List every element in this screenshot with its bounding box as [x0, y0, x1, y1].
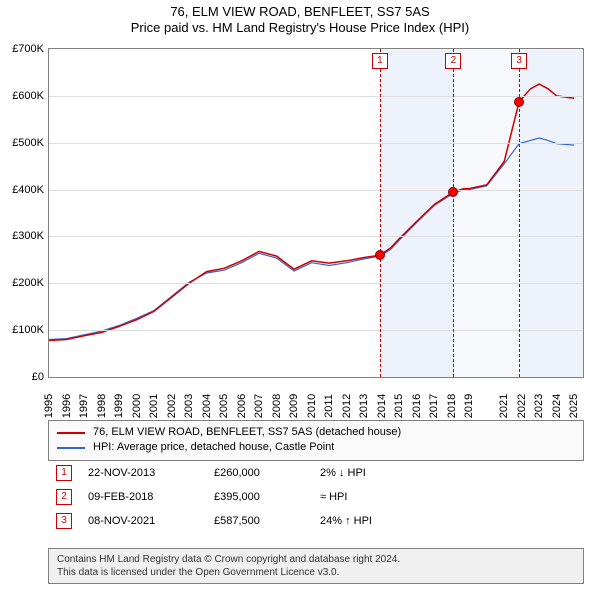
sale-rows: 1 22-NOV-2013 £260,000 2% ↓ HPI 2 09-FEB-2018… [48, 461, 584, 533]
legend-series-box: 76, ELM VIEW ROAD, BENFLEET, SS7 5AS (de… [48, 420, 584, 461]
xtick-label: 2018 [446, 394, 458, 418]
xtick-label: 1999 [113, 394, 125, 418]
sale-marker-line [453, 49, 454, 377]
sale-row-number: 3 [56, 513, 72, 529]
xtick-label: 1996 [61, 394, 73, 418]
xtick-label: 2009 [288, 394, 300, 418]
sale-marker-line [380, 49, 381, 377]
gridline [49, 190, 583, 191]
titles: 76, ELM VIEW ROAD, BENFLEET, SS7 5AS Pri… [0, 0, 600, 37]
sale-marker-number: 1 [372, 53, 388, 69]
xtick-label: 2006 [236, 394, 248, 418]
ytick-label: £500K [0, 137, 44, 149]
sale-row: 2 09-FEB-2018 £395,000 ≈ HPI [48, 485, 584, 509]
sale-vs-hpi: 2% ↓ HPI [320, 467, 420, 479]
sale-date: 22-NOV-2013 [88, 467, 198, 479]
footer-line1: Contains HM Land Registry data © Crown c… [57, 553, 575, 566]
gridline [49, 283, 583, 284]
xtick-label: 2005 [218, 394, 230, 418]
gridline [49, 96, 583, 97]
sale-vs-hpi: ≈ HPI [320, 491, 420, 503]
ytick-label: £600K [0, 90, 44, 102]
xtick-label: 1995 [43, 394, 55, 418]
xtick-label: 2025 [568, 394, 580, 418]
xtick-label: 2024 [551, 394, 563, 418]
ytick-label: £300K [0, 230, 44, 242]
xtick-label: 2001 [148, 394, 160, 418]
sale-date: 08-NOV-2021 [88, 515, 198, 527]
xtick-label: 1998 [96, 394, 108, 418]
sale-marker-dot [448, 187, 458, 197]
xtick-label: 2004 [201, 394, 213, 418]
footer-attribution: Contains HM Land Registry data © Crown c… [48, 548, 584, 584]
legend-label-property: 76, ELM VIEW ROAD, BENFLEET, SS7 5AS (de… [93, 425, 401, 440]
xtick-label: 2002 [166, 394, 178, 418]
sale-row-number: 2 [56, 489, 72, 505]
ytick-label: £700K [0, 43, 44, 55]
sale-row: 1 22-NOV-2013 £260,000 2% ↓ HPI [48, 461, 584, 485]
xtick-label: 2019 [463, 394, 475, 418]
xtick-label: 2015 [393, 394, 405, 418]
sale-row-number: 1 [56, 465, 72, 481]
title-sub: Price paid vs. HM Land Registry's House … [0, 20, 600, 36]
series-line [49, 138, 574, 340]
xtick-label: 2007 [253, 394, 265, 418]
sale-marker-number: 2 [445, 53, 461, 69]
title-main: 76, ELM VIEW ROAD, BENFLEET, SS7 5AS [0, 4, 600, 20]
ytick-label: £100K [0, 324, 44, 336]
xtick-label: 2008 [271, 394, 283, 418]
gridline [49, 236, 583, 237]
legend-row-property: 76, ELM VIEW ROAD, BENFLEET, SS7 5AS (de… [57, 425, 575, 440]
xtick-label: 2016 [411, 394, 423, 418]
legend-swatch-hpi [57, 447, 85, 449]
ytick-label: £400K [0, 184, 44, 196]
xtick-label: 2014 [376, 394, 388, 418]
xtick-label: 2000 [131, 394, 143, 418]
xtick-label: 2013 [358, 394, 370, 418]
sale-price: £587,500 [214, 515, 304, 527]
xtick-label: 2023 [533, 394, 545, 418]
ytick-label: £200K [0, 277, 44, 289]
xtick-label: 2022 [516, 394, 528, 418]
gridline [49, 330, 583, 331]
sale-vs-hpi: 24% ↑ HPI [320, 515, 420, 527]
legend-swatch-property [57, 432, 85, 434]
xtick-label: 2017 [428, 394, 440, 418]
sale-price: £395,000 [214, 491, 304, 503]
xtick-label: 1997 [78, 394, 90, 418]
legend-label-hpi: HPI: Average price, detached house, Cast… [93, 440, 334, 455]
gridline [49, 143, 583, 144]
ytick-label: £0 [0, 371, 44, 383]
xtick-label: 2021 [498, 394, 510, 418]
chart-wrapper: 76, ELM VIEW ROAD, BENFLEET, SS7 5AS Pri… [0, 0, 600, 590]
sale-row: 3 08-NOV-2021 £587,500 24% ↑ HPI [48, 509, 584, 533]
xtick-label: 2012 [341, 394, 353, 418]
sale-marker-number: 3 [511, 53, 527, 69]
series-lines [49, 49, 583, 377]
sale-price: £260,000 [214, 467, 304, 479]
series-line [49, 84, 574, 340]
footer-line2: This data is licensed under the Open Gov… [57, 566, 575, 579]
sale-marker-dot [375, 250, 385, 260]
sale-marker-dot [514, 97, 524, 107]
sale-date: 09-FEB-2018 [88, 491, 198, 503]
xtick-label: 2011 [323, 394, 335, 418]
xtick-label: 2010 [306, 394, 318, 418]
chart-plot-area: 1 2 3 [48, 48, 584, 378]
legend-row-hpi: HPI: Average price, detached house, Cast… [57, 440, 575, 455]
legend: 76, ELM VIEW ROAD, BENFLEET, SS7 5AS (de… [48, 420, 584, 533]
xtick-label: 2003 [183, 394, 195, 418]
